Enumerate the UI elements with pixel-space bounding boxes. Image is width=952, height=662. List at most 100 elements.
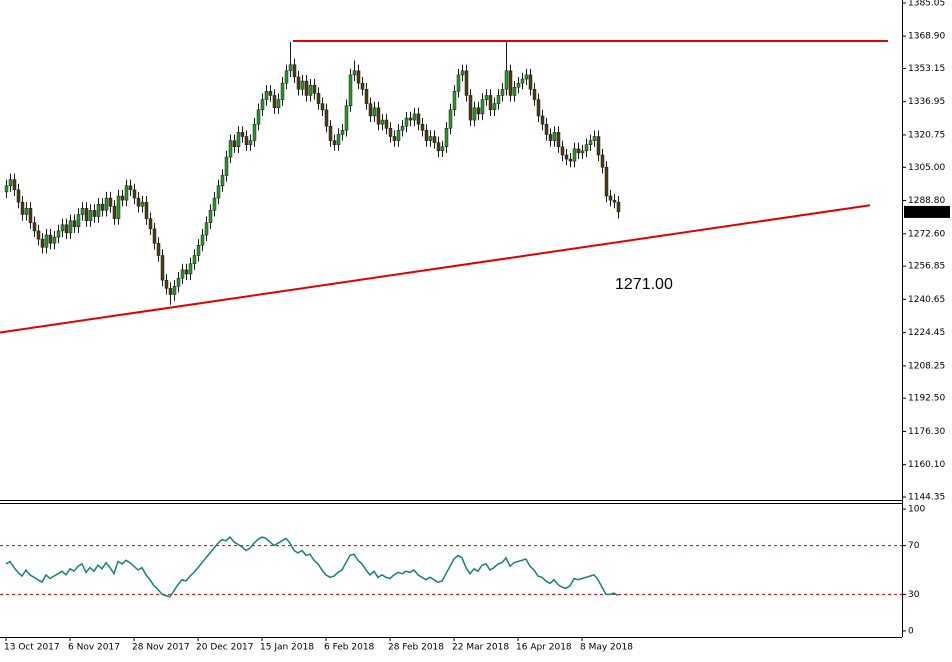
candle-body [212,197,217,211]
y-tick-label: 1160.10 [908,460,945,470]
candle-body [424,130,429,141]
candle-body [340,130,345,135]
candle-body [488,95,493,111]
x-tick-label: 28 Feb 2018 [388,643,444,653]
candle-body [256,109,261,125]
candle-body [396,130,401,141]
candle-body [524,74,529,80]
candle-body [244,136,249,145]
y-tick-label: 1320.75 [908,130,945,140]
candle-body [616,201,621,213]
candle-body [528,74,533,90]
annotation: 1271.00 [615,276,673,293]
candle-body [572,148,577,162]
candle-body [444,128,449,148]
y-tick-label: 1208.25 [908,361,945,371]
candle-body [264,91,269,100]
candle-body [216,185,221,199]
candle-body [504,70,509,90]
candle-body [188,263,193,275]
candle-body [284,70,289,84]
y-tick-label: 100 [908,505,925,515]
candle-body [200,234,205,246]
candle-body [472,107,477,121]
candle-body [132,189,137,199]
candle-body [220,175,225,187]
candle-body [40,238,45,248]
candle-body [452,91,457,111]
y-tick-label: 1336.95 [908,97,945,107]
candle-body [24,208,29,215]
candle-body [576,148,581,154]
candle-body [348,74,353,106]
candle-body [68,220,73,234]
y-tick-label: 30 [908,590,920,600]
candle-body [476,107,481,115]
candle-body [392,136,397,141]
candle-body [168,288,173,295]
candle-body [416,113,421,125]
candle-body [172,286,177,295]
candle-body [196,245,201,256]
candle-body [500,89,505,96]
candle-body [164,279,169,289]
candle-body [308,84,313,96]
candle-body [208,210,213,223]
candle-body [600,154,605,168]
y-tick-label: 1305.00 [908,163,945,173]
candle-body [324,109,329,127]
candle-body [136,197,141,207]
x-tick-label: 6 Nov 2017 [68,643,120,653]
y-tick-label: 0 [908,626,914,636]
candle-body [596,136,601,156]
candle-body [84,208,89,221]
candle-body [56,230,61,238]
candle-body [144,201,149,219]
candle-body [532,89,537,100]
candle-body [28,208,33,223]
candle-body [124,185,129,201]
candle-body [176,277,181,287]
candle-body [232,140,237,148]
candle-body [384,119,389,129]
candle-body [4,185,9,193]
candle-body [588,140,593,145]
candle-body [112,206,117,219]
candle-body [436,142,441,152]
candle-body [184,269,189,275]
candle-body [552,132,557,141]
candle-body [448,109,453,129]
candle-body [316,93,321,104]
candle-body [128,185,133,191]
candle-body [420,123,425,131]
y-tick-label: 1385.05 [908,0,945,8]
last-price-label: 1283.25 [908,207,945,217]
candle-body [568,158,573,162]
candle-body [252,123,257,141]
candle-body [140,201,145,207]
candle-body [508,70,513,96]
candle-body [204,222,209,236]
candle-body [592,136,597,141]
candle-body [328,125,333,141]
candle-body [544,123,549,135]
y-tick-label: 1288.80 [908,196,945,206]
candle-body [376,107,381,125]
candle-body [380,119,385,125]
candle-body [76,214,81,228]
candle-body [224,156,229,176]
candle-body [540,115,545,125]
candle-body [272,95,277,109]
candle-body [72,220,77,228]
candle-body [468,95,473,121]
candle-body [604,167,609,197]
candle-body [560,146,565,156]
candle-body [192,255,197,265]
candle-body [60,224,65,232]
candle-body [236,132,241,148]
candle-body [608,195,613,201]
candle-body [156,242,161,256]
candle-body [368,103,373,117]
x-tick-label: 15 Jan 2018 [260,643,314,653]
y-tick-label: 1272.60 [908,229,945,239]
